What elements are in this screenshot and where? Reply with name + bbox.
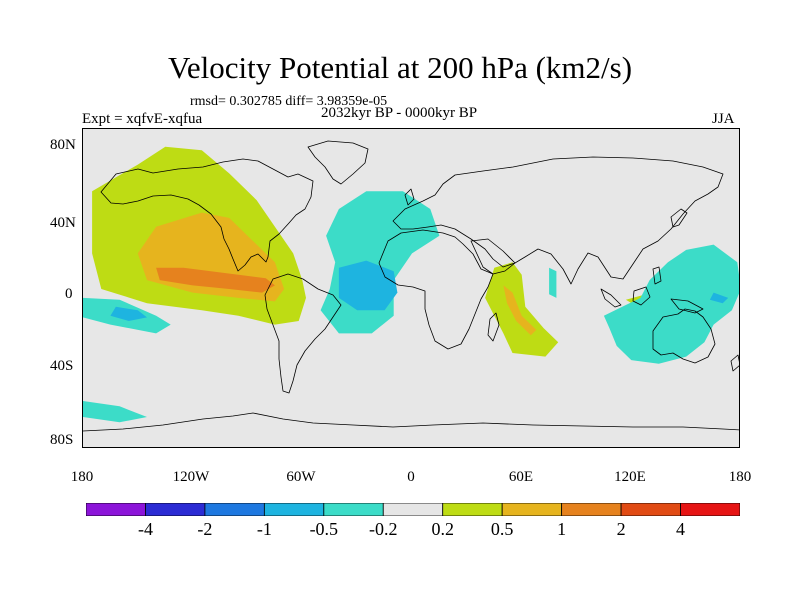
contour-region-positive-2 xyxy=(156,267,275,293)
coastline-madagascar xyxy=(487,312,500,342)
lat-label-40n: 40N xyxy=(50,215,76,231)
stats-text: rmsd= 0.302785 diff= 3.98359e-05 xyxy=(190,94,388,109)
colorbar-swatch-3 xyxy=(263,503,325,516)
coastline-south-america xyxy=(264,273,342,394)
contour-regions xyxy=(83,146,739,423)
lat-label-80n: 80N xyxy=(50,137,76,153)
colorbar xyxy=(86,503,740,516)
contour-region-negative-6 xyxy=(320,191,440,334)
coastline-africa xyxy=(378,229,494,350)
colorbar-label: -2 xyxy=(197,519,213,539)
colorbar-swatch-5 xyxy=(382,503,444,516)
colorbar-swatch-9 xyxy=(620,503,681,516)
colorbar-swatch-7 xyxy=(501,503,563,516)
coastline-greenland xyxy=(307,140,369,185)
map-title: Velocity Potential at 200 hPa (km2/s) xyxy=(167,50,633,85)
lat-label-0: 0 xyxy=(65,286,73,302)
contour-region-positive-4 xyxy=(503,285,537,336)
colorbar-label: 1 xyxy=(557,519,567,539)
lon-label-180w: 180 xyxy=(70,469,94,485)
contour-region-negative-8 xyxy=(549,267,557,298)
lon-label-120e: 120E xyxy=(614,469,646,485)
coastline-sumatra xyxy=(600,288,622,308)
contour-region-positive-3 xyxy=(485,262,559,357)
lat-label-40s: 40S xyxy=(50,358,74,374)
colorbar-swatch-0 xyxy=(86,503,146,516)
colorbar-swatch-1 xyxy=(145,503,206,516)
coastline-australia xyxy=(652,308,716,364)
colorbar-label: -4 xyxy=(137,519,153,539)
colorbar-label: -0.2 xyxy=(369,519,398,539)
colorbar-label: 0.5 xyxy=(490,519,514,539)
coastline-philippines xyxy=(652,266,662,285)
colorbar-label: 4 xyxy=(676,519,686,539)
colorbar-swatch-8 xyxy=(561,503,622,516)
coastline-new-guinea xyxy=(670,298,704,314)
lon-label-60e: 60E xyxy=(508,469,534,485)
lon-label-0: 0 xyxy=(407,469,415,485)
contour-region-negative-13 xyxy=(83,401,147,423)
coastline-antarctica xyxy=(83,412,739,432)
contour-region-negative-10 xyxy=(709,292,729,304)
contour-region-negative-7 xyxy=(338,260,398,311)
colorbar-label: -0.5 xyxy=(309,519,339,539)
colorbar-swatch-6 xyxy=(442,503,503,516)
coastline-british-isles xyxy=(404,188,415,206)
coastline-eurasia xyxy=(392,156,724,285)
experiment-label: Expt = xqfvE-xqfua xyxy=(82,111,203,127)
lon-label-180e: 180 xyxy=(728,469,752,485)
lat-label-80s: 80S xyxy=(50,432,74,448)
coastline-arabia xyxy=(470,238,516,275)
colorbar-swatch-2 xyxy=(204,503,265,516)
coastline-new-zealand xyxy=(730,354,739,372)
lon-label-60w: 60W xyxy=(286,469,316,485)
season-label: JJA xyxy=(712,111,735,127)
contour-region-negative-12 xyxy=(110,306,147,321)
period-label: 2032kyr BP - 0000kyr BP xyxy=(321,105,478,121)
map-canvas xyxy=(83,140,739,432)
map-panel xyxy=(82,128,740,448)
colorbar-swatch-10 xyxy=(680,503,740,516)
colorbar-label: 0.2 xyxy=(431,519,454,539)
colorbar-label: 2 xyxy=(616,519,626,539)
coastline-borneo xyxy=(632,286,651,306)
coastline-north-america xyxy=(100,158,314,272)
colorbar-label: -1 xyxy=(256,519,272,539)
colorbar-swatch-4 xyxy=(323,503,384,516)
contour-region-negative-9 xyxy=(603,244,739,364)
coastlines xyxy=(83,140,739,432)
coastline-japan xyxy=(670,208,688,228)
lon-label-120w: 120W xyxy=(172,469,210,485)
